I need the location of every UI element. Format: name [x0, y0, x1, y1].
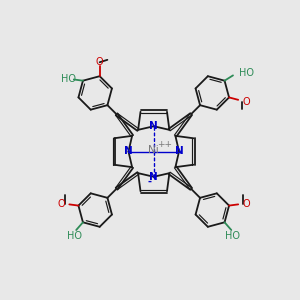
Text: Ni: Ni: [148, 145, 159, 155]
Text: O: O: [57, 199, 65, 209]
Text: N: N: [149, 172, 158, 182]
Text: N: N: [175, 146, 183, 157]
Text: N: N: [124, 146, 133, 157]
Text: -: -: [147, 177, 152, 187]
Text: O: O: [96, 57, 103, 67]
Text: ++: ++: [157, 140, 172, 149]
Text: HO: HO: [61, 74, 76, 84]
Text: N: N: [149, 121, 158, 131]
Text: HO: HO: [67, 231, 82, 241]
Text: O: O: [242, 97, 250, 107]
Text: O: O: [243, 199, 250, 209]
Text: HO: HO: [226, 231, 241, 241]
Text: HO: HO: [238, 68, 253, 78]
